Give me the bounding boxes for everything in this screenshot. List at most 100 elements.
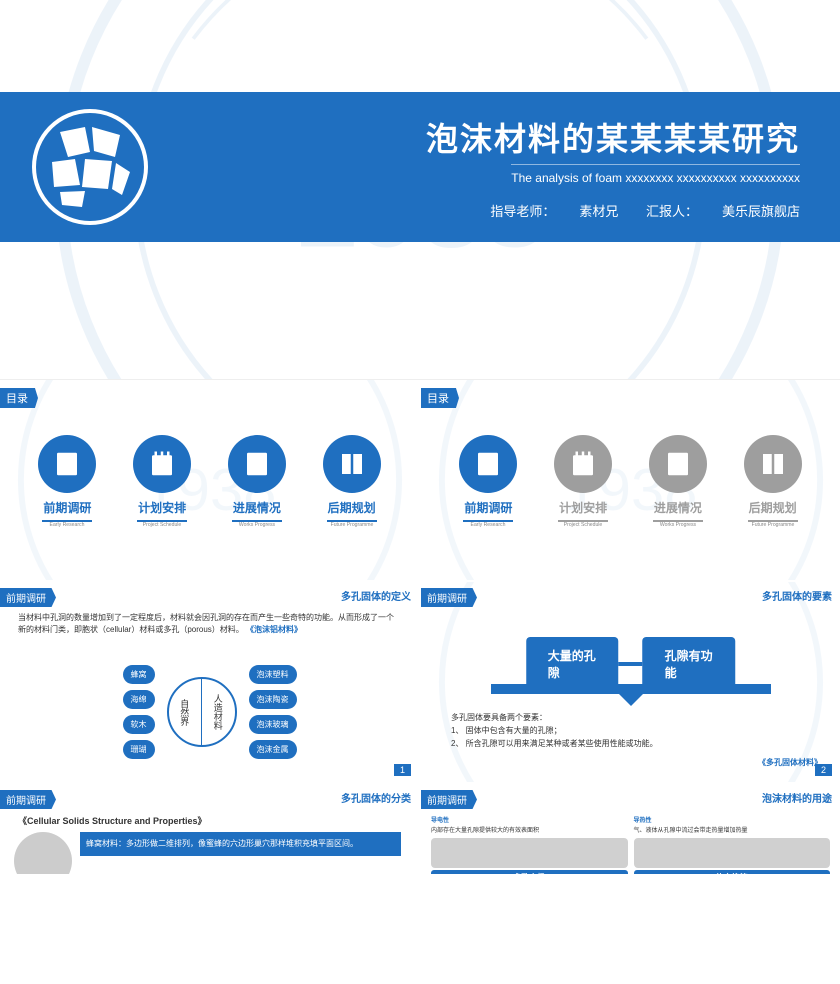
toc-slide-all: 1938 目录 前期调研Early Research计划安排Project Sc…: [0, 380, 419, 580]
bubble: 泡沫玻璃: [249, 715, 297, 734]
balance-bar: 大量的孔隙 孔隙有功能: [526, 637, 736, 691]
use-top: 导热性: [634, 818, 831, 826]
material-image-placeholder: [14, 832, 72, 874]
toc-label: 目录: [0, 388, 38, 408]
classification-text: 蜂窝材料：多边形做二维排列，像蜜蜂的六边形巢穴那样堆积充填平面区间。: [80, 832, 401, 856]
use-column: 导热性气、液体从孔隙中流过会带走热量增加热量热交换管: [634, 818, 831, 874]
section-label: 前期调研: [421, 790, 477, 809]
toc-icon: [649, 435, 707, 493]
toc-icon: [744, 435, 802, 493]
right-bubbles: 泡沫塑料泡沫陶瓷泡沫玻璃泡沫金属: [249, 662, 297, 762]
slide-classification: 前期调研 多孔固体的分类 《Cellular Solids Structure …: [0, 784, 419, 874]
text-intro: 多孔固体要具备两个要素：: [451, 712, 810, 725]
toc-row-all: 前期调研Early Research 计划安排 Project Schedule 进展…: [0, 435, 419, 528]
advisor-name: 素材兄: [579, 204, 618, 219]
advisor-label: 指导老师：: [490, 204, 555, 219]
left-bubbles: 蜂窝海绵软木珊瑚: [123, 662, 155, 762]
section-heading: 泡沫材料的用途: [762, 790, 832, 805]
toc-subtitle: Future Programme: [739, 522, 807, 527]
pill-left: 大量的孔隙: [526, 637, 619, 691]
toc-subtitle: Project Schedule: [128, 522, 196, 527]
definition-body: 当材料中孔洞的数量增加到了一定程度后，材料就会因孔洞的存在而产生一些奇特的功能。…: [18, 613, 394, 634]
use-label: 多孔电极: [431, 870, 628, 874]
definition-ref: 《泡沫铝材料》: [246, 625, 302, 634]
bubble: 海绵: [123, 690, 155, 709]
title-band: 泡沫材料的某某某某研究 The analysis of foam xxxxxxx…: [0, 92, 840, 242]
definition-text: 当材料中孔洞的数量增加到了一定程度后，材料就会因孔洞的存在而产生一些奇特的功能。…: [18, 612, 401, 636]
center-left: 自然界: [169, 679, 203, 745]
uses-row: 导电性内部存在大量孔隙提供较大的有效表面积多孔电极导热性气、液体从孔隙中流过会带…: [431, 818, 830, 874]
toc-icon: [459, 435, 517, 493]
section-label: 前期调研: [0, 790, 56, 809]
title-credits: 指导老师： 素材兄 汇报人： 美乐辰旗舰店: [180, 201, 800, 220]
toc-slide-first-active: 1938 目录 前期调研Early Research计划安排Project Sc…: [421, 380, 840, 580]
foam-logo: [30, 107, 150, 227]
use-top: 导电性: [431, 818, 628, 826]
toc-item-2[interactable]: 进展情况 Works Progress: [638, 435, 718, 528]
toc-icon: [554, 435, 612, 493]
toc-subtitle: Early Research: [454, 522, 522, 527]
toc-label: 目录: [421, 388, 459, 408]
bubble: 泡沫塑料: [249, 665, 297, 684]
center-right: 人造材料: [202, 679, 235, 745]
bubble: 蜂窝: [123, 665, 155, 684]
toc-subtitle: Works Progress: [223, 522, 291, 527]
definition-diagram: 蜂窝海绵软木珊瑚 自然界 人造材料 泡沫塑料泡沫陶瓷泡沫玻璃泡沫金属: [0, 662, 419, 762]
slide-grid: 1938 目录 前期调研Early Research计划安排Project Sc…: [0, 380, 840, 984]
toc-subtitle: Early Research: [33, 522, 101, 527]
toc-item-1[interactable]: 计划安排 Project Schedule: [122, 435, 202, 528]
reporter-name: 美乐辰旗舰店: [722, 204, 800, 219]
toc-title: 进展情况: [217, 499, 297, 516]
use-desc: 气、液体从孔隙中流过会带走热量增加热量: [634, 828, 831, 836]
toc-title: 后期规划: [312, 499, 392, 516]
connector: [618, 662, 642, 666]
bubble: 泡沫金属: [249, 740, 297, 759]
toc-item-2[interactable]: 进展情况 Works Progress: [217, 435, 297, 528]
section-heading: 多孔固体的分类: [341, 790, 411, 805]
page-number: 1: [394, 764, 411, 776]
toc-title: 计划安排: [543, 499, 623, 516]
section-label: 前期调研: [0, 588, 56, 607]
toc-title: 计划安排: [122, 499, 202, 516]
text-2: 2、 所含孔隙可以用来满足某种或者某些使用性能或功能。: [451, 738, 810, 751]
title-slide: 1938 POLYTECHNICAL 泡沫材料的某某某某研究 The analy…: [0, 0, 840, 380]
page-number: 2: [815, 764, 832, 776]
slide-uses: 前期调研 泡沫材料的用途 导电性内部存在大量孔隙提供较大的有效表面积多孔电极导热…: [421, 784, 840, 874]
toc-row-first: 前期调研 Early Research 计划安排 Project Schedule 进展…: [421, 435, 840, 528]
slide-definition: 前期调研 多孔固体的定义 当材料中孔洞的数量增加到了一定程度后，材料就会因孔洞的…: [0, 582, 419, 782]
balance-base: [491, 684, 771, 694]
toc-title: 前期调研: [448, 499, 528, 516]
toc-icon: [133, 435, 191, 493]
reference: 《多孔固体材料》: [758, 757, 822, 768]
center-circle: 自然界 人造材料: [167, 677, 237, 747]
section-heading: 多孔固体的定义: [341, 588, 411, 603]
book-title: 《Cellular Solids Structure and Propertie…: [18, 814, 207, 827]
title-subtitle: The analysis of foam xxxxxxxx xxxxxxxxxx…: [511, 164, 800, 185]
bubble: 泡沫陶瓷: [249, 690, 297, 709]
toc-item-0[interactable]: 前期调研Early Research: [27, 435, 107, 528]
text-1: 1、 固体中包含有大量的孔隙；: [451, 725, 810, 738]
title-main: 泡沫材料的某某某某研究: [180, 114, 800, 160]
use-image-placeholder: [634, 838, 831, 868]
toc-item-3[interactable]: 后期规划 Future Programme: [733, 435, 813, 528]
section-label: 前期调研: [421, 588, 477, 607]
toc-title: 后期规划: [733, 499, 813, 516]
fulcrum-icon: [619, 694, 643, 706]
toc-subtitle: Works Progress: [644, 522, 712, 527]
slide-elements: 前期调研 多孔固体的要素 大量的孔隙 孔隙有功能 多孔固体要具备两个要素： 1、…: [421, 582, 840, 782]
use-desc: 内部存在大量孔隙提供较大的有效表面积: [431, 828, 628, 836]
toc-item-3[interactable]: 后期规划 Future Programme: [312, 435, 392, 528]
bubble: 珊瑚: [123, 740, 155, 759]
toc-icon: [38, 435, 96, 493]
section-heading: 多孔固体的要素: [762, 588, 832, 603]
toc-item-0[interactable]: 前期调研 Early Research: [448, 435, 528, 528]
toc-item-1[interactable]: 计划安排 Project Schedule: [543, 435, 623, 528]
reporter-label: 汇报人：: [646, 204, 698, 219]
toc-subtitle: Project Schedule: [549, 522, 617, 527]
toc-subtitle: Future Programme: [318, 522, 386, 527]
bubble: 软木: [123, 715, 155, 734]
toc-icon: [228, 435, 286, 493]
toc-title: 进展情况: [638, 499, 718, 516]
use-image-placeholder: [431, 838, 628, 868]
use-column: 导电性内部存在大量孔隙提供较大的有效表面积多孔电极: [431, 818, 628, 874]
